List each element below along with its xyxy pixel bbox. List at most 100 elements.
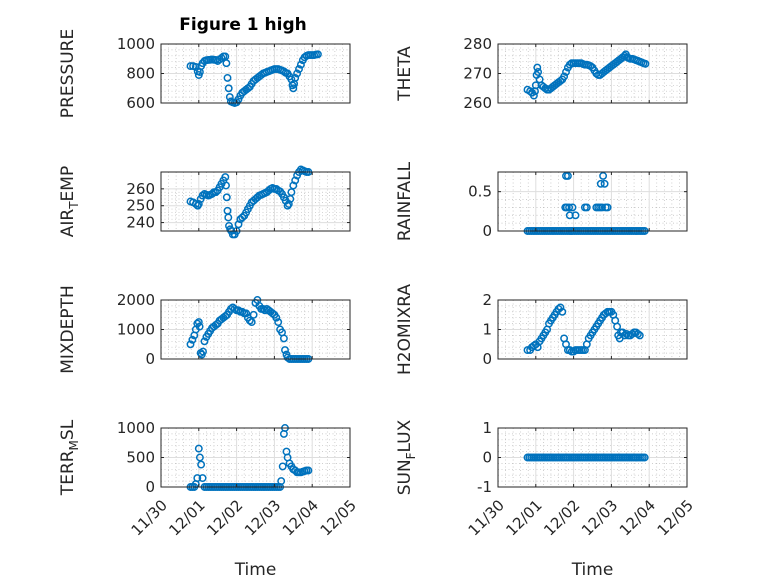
y-axis-label: TERRMSL <box>58 419 81 496</box>
data-point <box>186 340 195 349</box>
data-point <box>541 84 550 93</box>
subplot-h2omixra: 0 1 2 H2OMIXRA <box>395 284 688 375</box>
data-point <box>284 200 293 208</box>
y-tick-label: 260 <box>463 94 492 112</box>
y-tick-label: 500 <box>126 449 155 467</box>
y-tick-label: 0 <box>145 350 155 368</box>
data-point <box>272 313 281 322</box>
figure-title: Figure 1 high <box>179 15 307 35</box>
data-point <box>191 200 200 208</box>
data-point <box>633 329 642 338</box>
data-point <box>195 322 204 331</box>
data-point <box>278 462 287 471</box>
y-tick-label: 1000 <box>117 321 155 339</box>
y-tick-label: 0 <box>482 449 492 467</box>
data-point <box>194 318 203 327</box>
y-tick-label: 1 <box>482 321 492 339</box>
data-point <box>221 173 230 182</box>
data-point <box>243 84 252 93</box>
data-point <box>277 477 286 486</box>
axes-box <box>497 171 688 232</box>
y-tick-label: 280 <box>463 35 492 53</box>
data-point <box>603 203 612 212</box>
data-point <box>565 203 574 212</box>
data-point <box>600 179 609 188</box>
data-point <box>193 474 202 483</box>
data-point <box>599 171 608 180</box>
y-tick-label: 1000 <box>117 35 155 53</box>
data-point <box>598 203 606 212</box>
data-point <box>222 181 230 190</box>
data-point <box>238 213 247 222</box>
data-point <box>529 91 538 100</box>
data-point <box>287 188 296 197</box>
subplot-theta: 260 270 280 THETA <box>395 35 688 112</box>
subplot-mixdepth: 0 1000 2000 MIXDEPTH <box>58 285 351 374</box>
y-tick-label: 250 <box>126 197 155 215</box>
data-point <box>562 68 570 76</box>
subplot-pressure: 600 800 1000 PRESSURE <box>58 29 351 118</box>
data-point <box>304 466 313 475</box>
data-point <box>224 213 233 222</box>
y-axis-label: MIXDEPTH <box>58 285 78 374</box>
data-point <box>249 310 258 319</box>
data-point <box>533 63 542 72</box>
y-tick-label: 800 <box>126 65 155 83</box>
data-point <box>191 62 200 71</box>
y-tick-label: 2 <box>482 291 492 309</box>
data-point <box>586 62 595 71</box>
data-point <box>291 73 300 82</box>
y-tick-label: 0 <box>145 478 155 496</box>
data-point <box>313 50 322 59</box>
data-point <box>245 316 254 325</box>
y-tick-label: 260 <box>126 180 155 198</box>
data-point <box>558 307 567 316</box>
data-point <box>211 321 220 330</box>
data-point <box>568 203 577 212</box>
data-point <box>640 453 649 462</box>
y-tick-label: 270 <box>463 65 492 83</box>
data-point <box>222 59 231 68</box>
data-point <box>200 337 209 346</box>
data-point <box>641 59 650 68</box>
data-point <box>293 69 302 78</box>
y-axis-label: H2OMIXRA <box>395 284 415 375</box>
data-point <box>296 60 305 69</box>
data-point <box>223 73 232 82</box>
y-tick-label: 2000 <box>117 291 155 309</box>
y-tick-label: 1000 <box>117 419 155 437</box>
data-point <box>197 460 206 469</box>
data-point <box>582 203 591 212</box>
data-point <box>635 331 644 340</box>
y-axis-label: THETA <box>395 46 415 102</box>
x-axis-label: Time <box>234 560 277 580</box>
data-point <box>186 62 195 71</box>
data-point <box>268 309 277 318</box>
data-point <box>199 347 207 356</box>
data-point <box>281 346 289 355</box>
y-axis-label: PRESSURE <box>58 29 78 118</box>
data-point <box>217 54 226 62</box>
data-point <box>224 84 233 93</box>
data-point <box>560 72 569 81</box>
data-point <box>526 87 535 96</box>
y-tick-label: 0 <box>482 222 492 240</box>
y-tick-label: 240 <box>126 214 155 232</box>
y-axis-label: AIRTEMP <box>58 166 81 237</box>
data-point <box>194 444 203 453</box>
data-point <box>242 309 251 318</box>
axes-box <box>160 171 351 232</box>
data-point <box>613 322 622 331</box>
y-tick-label: 0 <box>482 350 492 368</box>
data-point <box>211 188 220 197</box>
data-point <box>556 303 565 312</box>
data-point <box>238 307 247 316</box>
data-point <box>571 211 580 220</box>
data-point <box>563 171 572 180</box>
data-point <box>188 335 197 344</box>
data-point <box>274 318 283 327</box>
data-point <box>289 84 298 93</box>
data-point <box>247 318 256 327</box>
